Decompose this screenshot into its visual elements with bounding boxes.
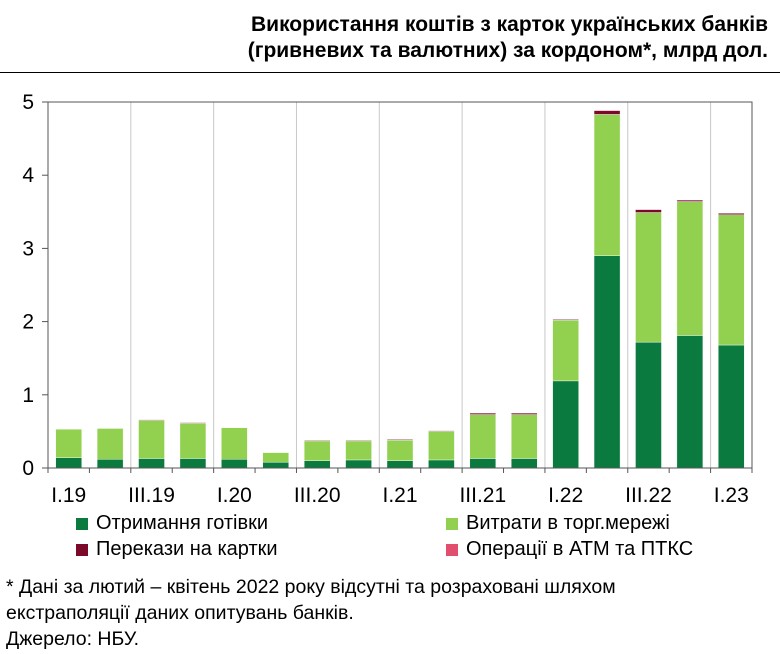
bar-segment-3 <box>552 319 579 321</box>
bar-segment-3 <box>676 199 704 202</box>
x-tick-label: I.19 <box>51 484 86 507</box>
chart-notes: * Дані за лютий – квітень 2022 року відс… <box>6 574 776 652</box>
bar-segment-1 <box>718 344 745 469</box>
bar-segment-1 <box>262 461 289 469</box>
bar-segment-2 <box>635 212 662 343</box>
legend-swatch-retail-spending <box>446 517 458 530</box>
x-tick-label: I.20 <box>217 484 252 507</box>
legend-item-card-transfers: Перекази на картки <box>76 538 278 561</box>
legend-label-atm-operations: Операції в АТМ та ПТКС <box>466 538 694 560</box>
chart-title-line-2: (гривневих та валютних) за кордоном*, мл… <box>247 39 768 62</box>
bar-segment-2 <box>179 423 207 459</box>
x-tick-label: I.23 <box>714 484 749 507</box>
bar-segment-2 <box>676 201 704 336</box>
bar-segment-3 <box>303 439 331 442</box>
y-tick-label: 5 <box>22 91 34 114</box>
bar-segment-2 <box>386 439 414 461</box>
bar-segment-1 <box>179 458 207 469</box>
x-tick-label: III.20 <box>294 484 341 507</box>
x-tick-label: III.21 <box>459 484 506 507</box>
bar-segment-2 <box>511 414 538 459</box>
bar-segment-1 <box>138 458 165 469</box>
bar-segment-2 <box>428 431 455 461</box>
chart-title: Використання коштів з карток українських… <box>8 12 768 64</box>
bar-segment-3 <box>179 422 207 424</box>
bar-segment-2 <box>221 427 248 460</box>
bar-segment-3 <box>593 110 621 115</box>
footnote-line-2: екстраполяції даних опитувань банків. <box>6 602 354 624</box>
legend-item-atm-operations: Операції в АТМ та ПТКС <box>446 538 693 561</box>
legend-item-retail-spending: Витрати в торг.мережі <box>446 512 670 535</box>
bar-segment-3 <box>635 209 662 213</box>
y-tick-label: 2 <box>22 311 34 334</box>
y-tick-label: 0 <box>22 457 34 480</box>
bar-segment-1 <box>511 458 538 469</box>
bar-segment-1 <box>428 459 455 469</box>
stacked-bar-chart: 0 1 2 3 4 5 I.19 III.19 I.20 III.20 I.21 III.21 I.22… <box>22 91 753 507</box>
bar-segment-2 <box>552 319 579 382</box>
source-note: Джерело: НБУ. <box>6 628 140 650</box>
x-tick-label: III.22 <box>625 484 672 507</box>
bar-segment-1 <box>55 457 82 469</box>
chart-title-line-1: Використання коштів з карток українських… <box>251 13 768 36</box>
x-tick-label: I.21 <box>382 484 417 507</box>
y-tick-label: 1 <box>22 384 34 407</box>
bar-segment-2 <box>718 214 745 346</box>
bar-segment-1 <box>386 460 414 469</box>
legend-swatch-cash-withdrawal <box>76 517 88 530</box>
bar-segment-2 <box>345 440 372 461</box>
bar-segment-2 <box>303 440 331 461</box>
title-underline <box>0 72 780 73</box>
legend-label-card-transfers: Перекази на картки <box>96 538 278 560</box>
bar-segment-1 <box>593 255 621 469</box>
bar-segment-2 <box>593 114 621 256</box>
y-tick-label: 4 <box>22 164 34 187</box>
legend-label-cash-withdrawal: Отримання готівки <box>96 512 269 534</box>
bar-segment-2 <box>96 428 124 460</box>
x-tick-label: III.19 <box>128 484 175 507</box>
bar-segment-3 <box>345 439 372 442</box>
bar-segment-1 <box>676 335 704 469</box>
bar-segment-3 <box>511 412 538 415</box>
bar-segment-1 <box>552 380 579 469</box>
bar-segment-1 <box>345 459 372 469</box>
plot-frame <box>47 101 753 469</box>
bar-segment-3 <box>469 412 497 415</box>
legend-swatch-atm-operations <box>446 543 458 556</box>
bar-segment-1 <box>303 460 331 469</box>
bar-segment-4 <box>593 109 621 111</box>
bar-segment-1 <box>469 458 497 469</box>
legend-item-cash-withdrawal: Отримання готівки <box>76 512 268 535</box>
legend-label-retail-spending: Витрати в торг.мережі <box>466 512 670 534</box>
bar-segment-1 <box>221 459 248 469</box>
bar-segment-2 <box>138 420 165 459</box>
bar-segment-2 <box>469 414 497 459</box>
bar-segment-3 <box>138 419 165 421</box>
bar-segment-3 <box>718 213 745 215</box>
bar-segment-1 <box>635 341 662 469</box>
bar-segment-1 <box>96 459 124 469</box>
legend-swatch-card-transfers <box>76 543 88 556</box>
y-tick-label: 3 <box>22 237 34 260</box>
x-tick-label: I.22 <box>548 484 583 507</box>
bar-segment-3 <box>386 439 414 441</box>
footnote-line-1: * Дані за лютий – квітень 2022 року відс… <box>6 576 616 598</box>
bar-segment-2 <box>55 429 82 458</box>
bar-segment-3 <box>428 430 455 432</box>
bar-segment-2 <box>262 452 289 463</box>
